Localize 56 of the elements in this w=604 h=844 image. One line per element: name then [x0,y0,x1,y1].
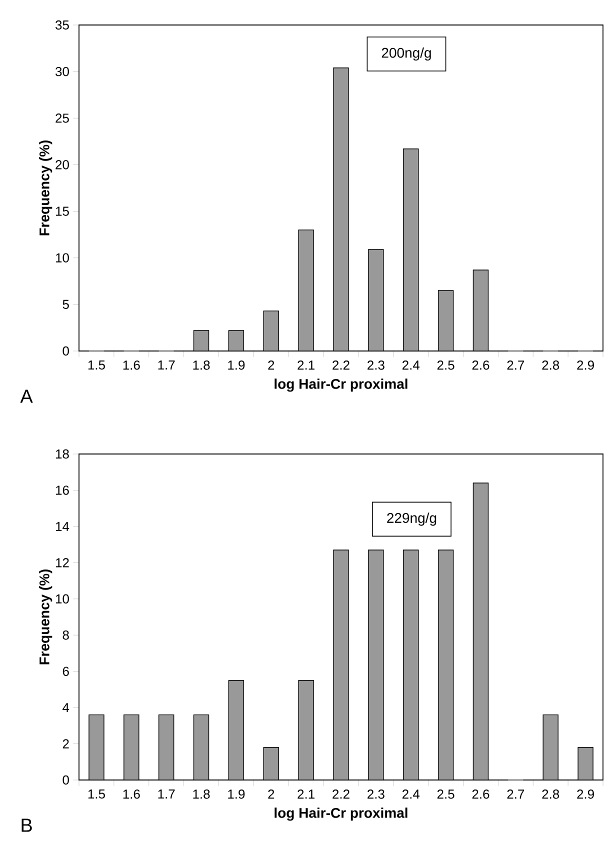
y-tick-label: 20 [56,160,69,170]
x-tick-label: 2.6 [472,360,490,370]
annotation: 229ng/g [387,512,436,526]
x-tick-label: 1.9 [228,360,245,370]
y-tick-label: 30 [56,66,69,76]
x-tick-label: 1.7 [158,360,175,370]
y-tick-label: 5 [62,300,69,309]
x-tick-label: 2.5 [437,360,454,370]
y-tick-label: 16 [56,486,69,495]
y-tick-label: 2 [62,739,69,748]
x-tick-label: 2 [268,790,274,799]
y-axis-title: Frequency (%) [39,140,52,236]
x-tick-label: 1.9 [228,790,245,799]
y-tick-label: 6 [62,666,69,676]
x-tick-label: 2 [268,360,274,370]
y-tick-label: 35 [56,20,69,30]
x-tick-label: 2.7 [507,790,524,799]
y-tick-label: 0 [62,346,69,356]
y-tick-label: 12 [56,558,69,568]
x-tick-label: 1.6 [123,790,140,799]
text: A [20,390,33,403]
x-tick-label: 2.9 [577,360,594,370]
x-tick-label: 1.7 [158,790,175,798]
y-tick-label: 25 [56,114,69,123]
y-tick-label: 10 [56,594,69,604]
y-tick-label: 4 [62,703,70,712]
y-tick-label: 14 [56,522,70,531]
x-tick-label: 1.5 [88,360,105,370]
x-tick-label: 2.2 [332,360,350,370]
x-axis-title: log Hair-Cr proximal [274,808,408,821]
y-tick-label: 0 [62,775,69,785]
text: B [22,818,32,832]
x-axis-title: log Hair-Cr proximal [274,378,408,392]
x-tick-label: 1.6 [123,360,140,370]
x-tick-label: 2.3 [368,790,384,799]
y-tick-label: 10 [56,253,69,262]
x-tick-label: 2.1 [298,360,314,370]
x-tick-label: 2.6 [472,790,490,799]
y-axis-title: Frequency (%) [39,569,52,664]
x-tick-label: 2.7 [507,360,524,370]
x-tick-label: 1.8 [193,360,210,370]
y-tick-label: 15 [56,206,69,216]
x-tick-label: 2.9 [577,790,594,799]
x-tick-label: 2.8 [542,790,560,799]
x-tick-label: 1.8 [193,790,210,799]
x-tick-label: 2.4 [402,790,420,799]
x-tick-label: 2.8 [542,360,560,370]
x-tick-label: 2.2 [332,790,350,799]
x-tick-label: 1.5 [88,790,105,799]
y-tick-label: 8 [62,630,69,640]
y-tick-label: 18 [56,449,69,459]
annotation: 200ng/g [382,48,431,61]
x-tick-label: 2.1 [298,790,314,799]
x-tick-label: 2.4 [402,360,420,370]
x-tick-label: 2.3 [368,360,384,370]
x-tick-label: 2.5 [437,790,454,799]
